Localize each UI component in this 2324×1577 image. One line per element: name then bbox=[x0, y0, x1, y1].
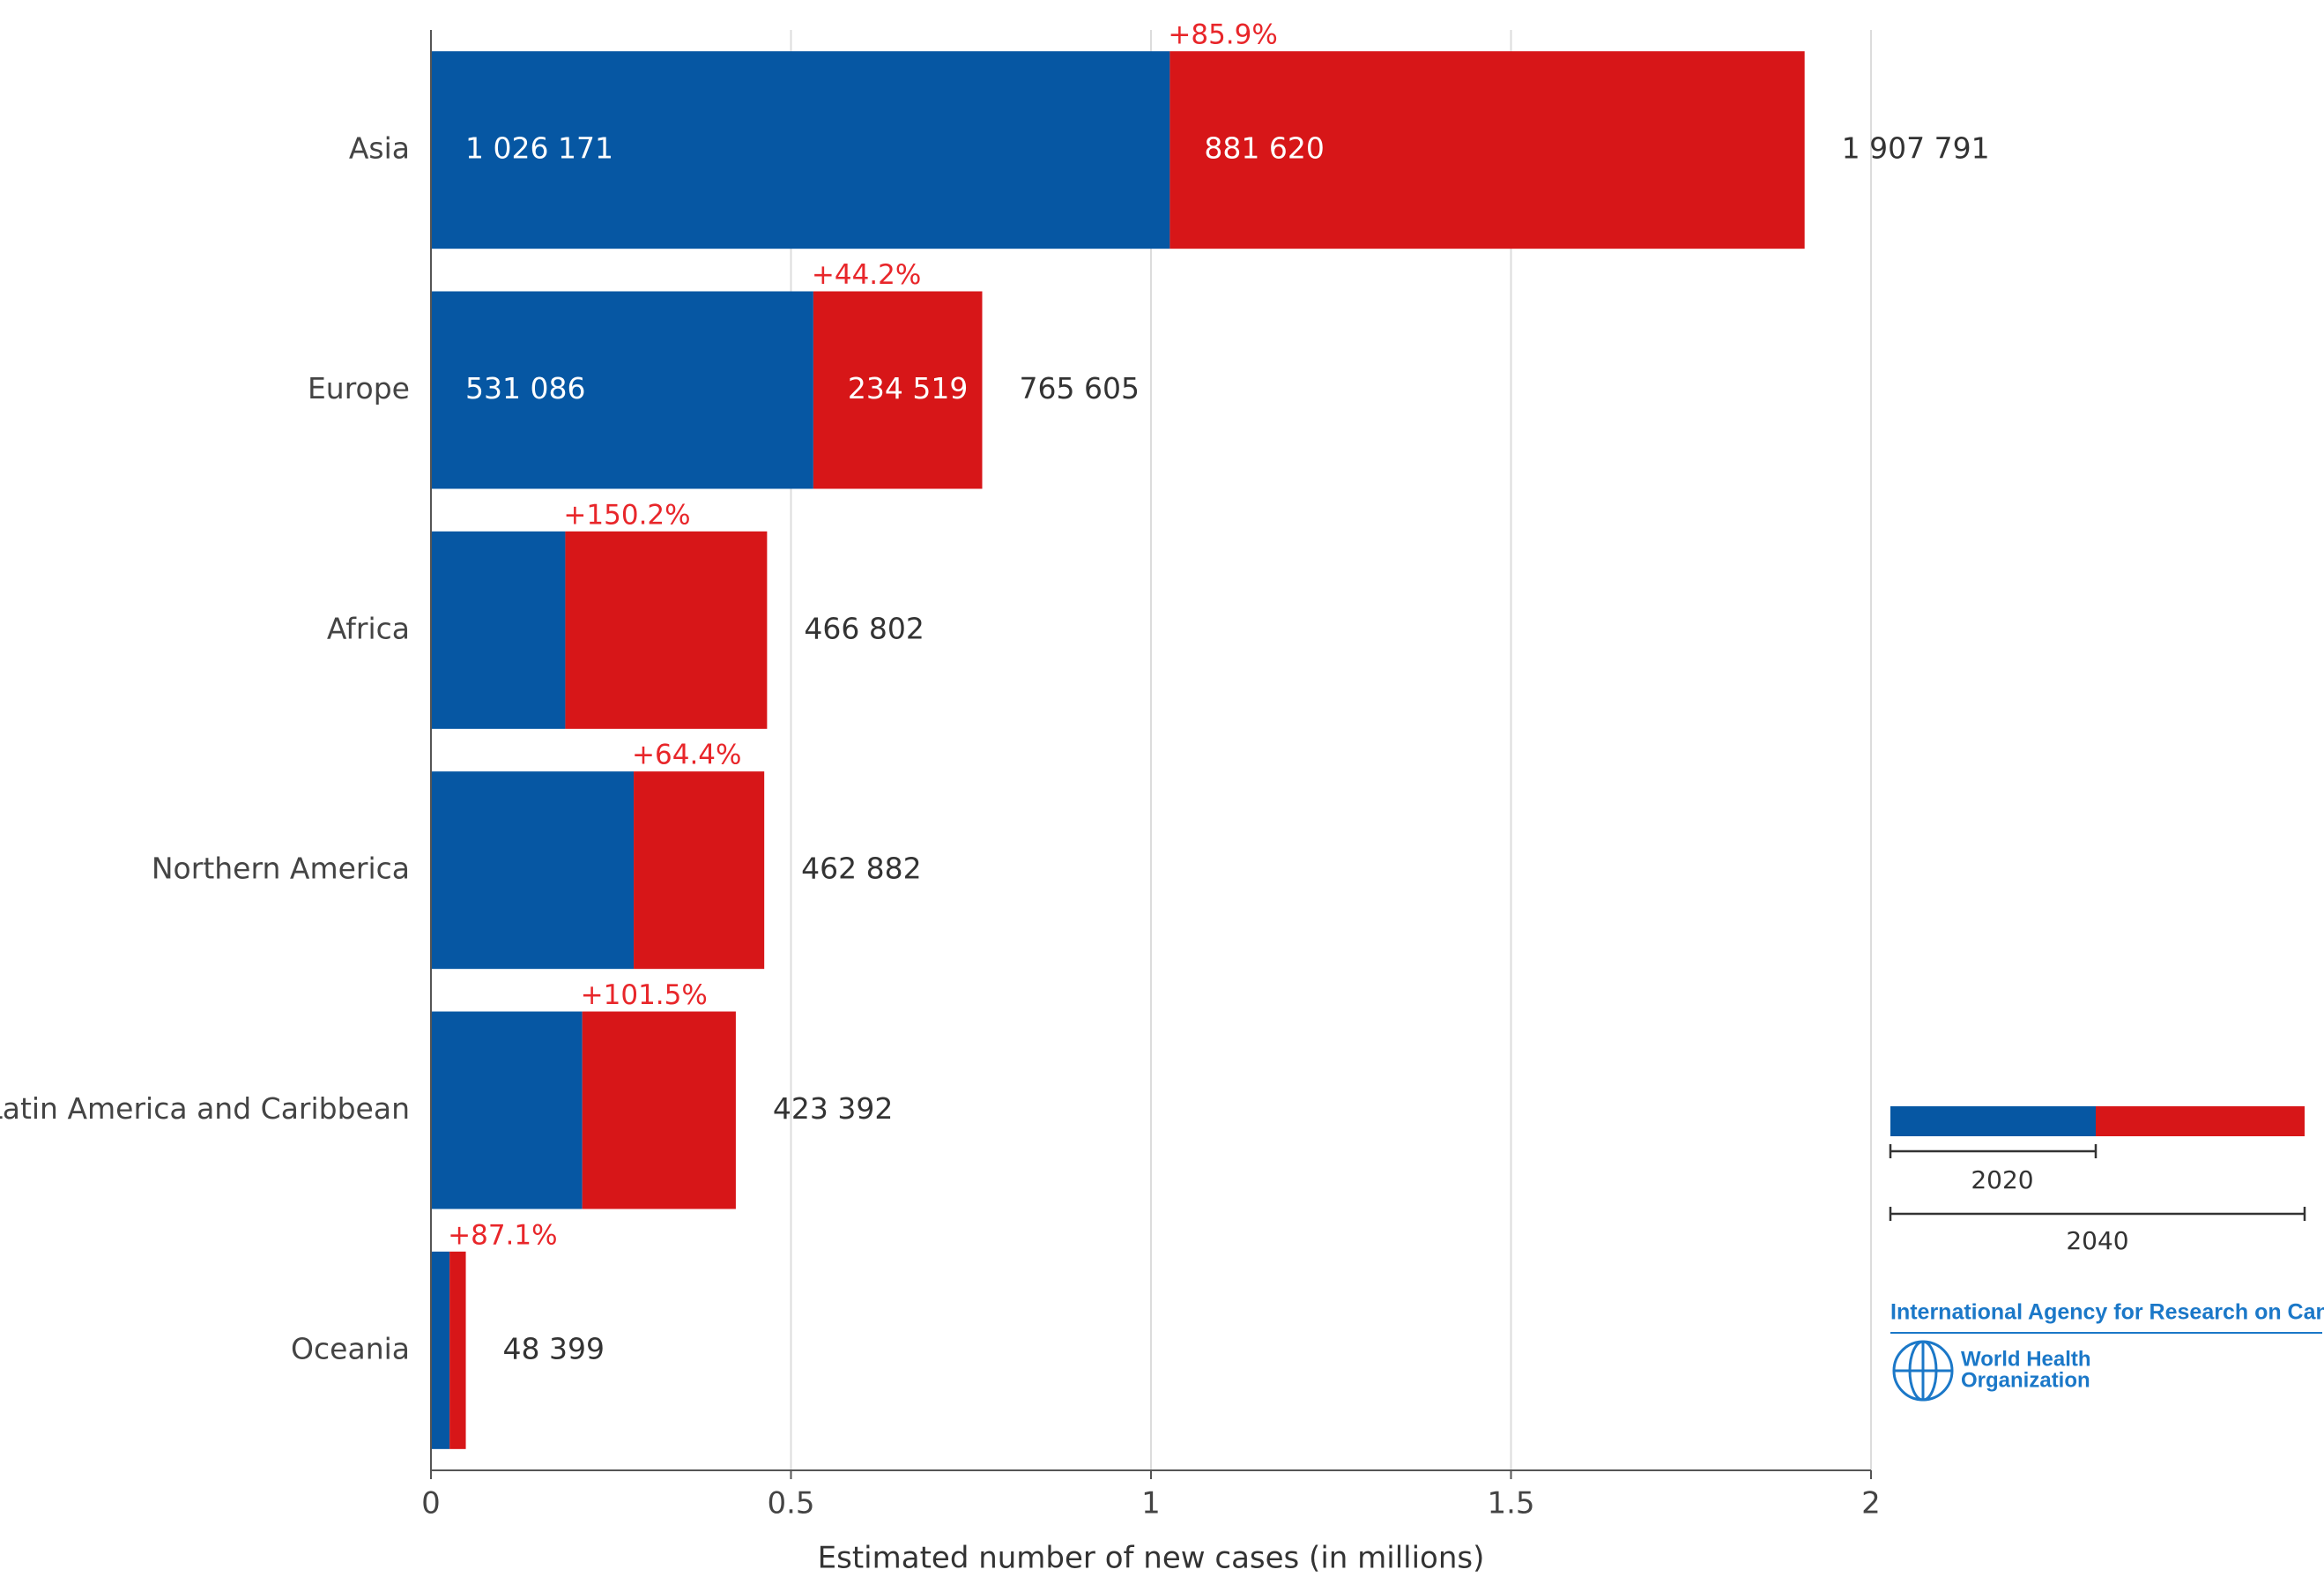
bar-segment bbox=[813, 291, 983, 489]
bar-segment bbox=[565, 531, 768, 729]
legend-swatch bbox=[2096, 1106, 2305, 1136]
growth-label: +101.5% bbox=[581, 979, 708, 1011]
total-label: 1 907 791 bbox=[1842, 131, 1990, 166]
bar-segment bbox=[449, 1251, 466, 1449]
bar-value-label: 1 026 171 bbox=[465, 131, 613, 166]
x-tick-label: 0.5 bbox=[767, 1486, 814, 1521]
total-label: 48 399 bbox=[503, 1331, 605, 1365]
legend-swatch bbox=[1890, 1106, 2096, 1136]
growth-label: +85.9% bbox=[1168, 19, 1277, 51]
bar-segment bbox=[431, 531, 566, 729]
bar-segment bbox=[582, 1011, 736, 1209]
total-label: 765 605 bbox=[1019, 371, 1139, 405]
y-tick-label: Oceania bbox=[291, 1331, 410, 1365]
y-tick-label: Africa bbox=[327, 611, 410, 645]
growth-label: +87.1% bbox=[448, 1219, 557, 1251]
bar-segment bbox=[431, 1011, 583, 1209]
x-tick-label: 0 bbox=[421, 1486, 441, 1521]
who-logo-text: World Health bbox=[1961, 1347, 2091, 1371]
x-tick-label: 2 bbox=[1861, 1486, 1881, 1521]
bar-segment bbox=[634, 771, 765, 970]
who-emblem bbox=[1892, 1340, 1954, 1402]
logos: International Agency for Research on Can… bbox=[1890, 1300, 2324, 1402]
total-label: 423 392 bbox=[773, 1091, 893, 1126]
bar-segment bbox=[431, 51, 1170, 249]
legend-label: 2020 bbox=[1971, 1165, 2033, 1194]
total-label: 462 882 bbox=[801, 852, 921, 886]
legend: 2020 2040 bbox=[1889, 1106, 2306, 1255]
x-tick-label: 1 bbox=[1141, 1486, 1161, 1521]
y-tick-label: Asia bbox=[349, 131, 410, 166]
growth-label: +44.2% bbox=[812, 259, 921, 291]
x-tick-label: 1.5 bbox=[1487, 1486, 1534, 1521]
x-axis-label: Estimated number of new cases (in millio… bbox=[818, 1541, 1485, 1576]
total-label: 466 802 bbox=[804, 611, 924, 645]
bar-segment bbox=[431, 1251, 450, 1449]
bar-segment bbox=[1169, 51, 1805, 249]
iarc-logo-text: International Agency for Research on Can… bbox=[1890, 1300, 2324, 1325]
legend-bracket bbox=[1889, 1144, 2098, 1158]
growth-label: +64.4% bbox=[632, 740, 741, 771]
growth-label: +150.2% bbox=[563, 499, 690, 531]
y-tick-label: Northern America bbox=[152, 852, 410, 886]
y-tick-label: Latin America and Caribbean bbox=[0, 1091, 410, 1126]
bar-value-label: 531 086 bbox=[465, 371, 585, 405]
bar-value-label: 234 519 bbox=[848, 371, 968, 405]
who-logo-text: Organization bbox=[1961, 1368, 2090, 1392]
legend-label: 2040 bbox=[2066, 1226, 2128, 1255]
bar-segment bbox=[431, 291, 813, 489]
bar-segment bbox=[431, 771, 635, 970]
legend-bracket bbox=[1889, 1207, 2306, 1221]
bar-value-label: 881 620 bbox=[1204, 131, 1324, 166]
y-tick-label: Europe bbox=[308, 371, 410, 405]
